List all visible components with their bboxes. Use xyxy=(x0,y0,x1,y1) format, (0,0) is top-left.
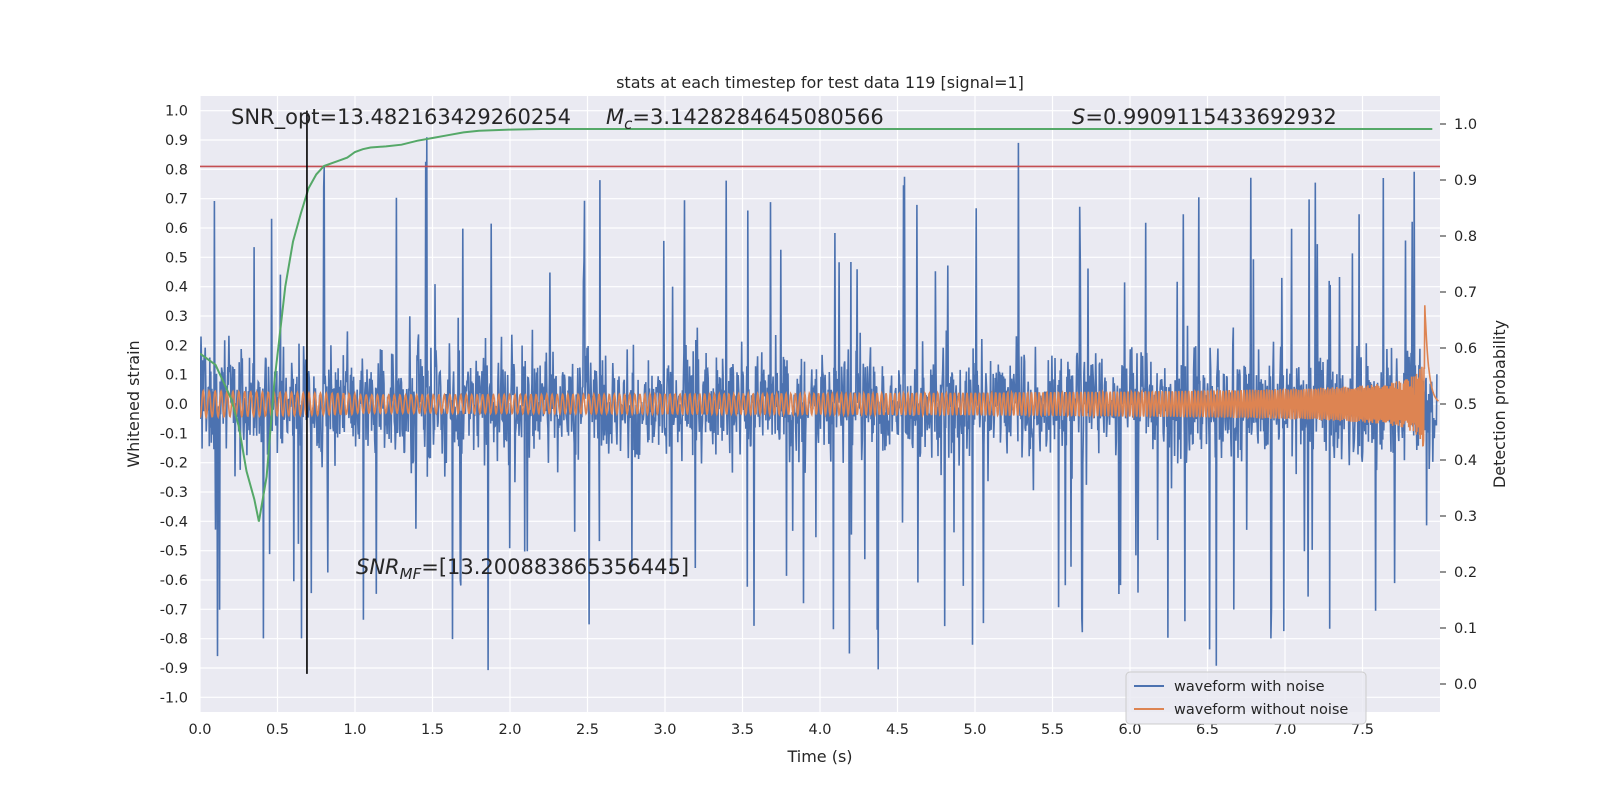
y-left-tick-label: 0.1 xyxy=(165,368,188,384)
annotation-snr-mf: SNRMF=[13.200883865356445] xyxy=(356,555,689,583)
y-right-tick-label: 0.2 xyxy=(1454,565,1477,581)
x-tick-label: 1.5 xyxy=(421,722,444,738)
annotation-chirp-mass: Mc=3.1428284645080566 xyxy=(606,105,884,133)
y-axis-left-ticks: 1.0 0.9 0.8 0.7 0.6 0.5 0.4 0.3 0.2 0.1 0.0 -0.1 -0.… xyxy=(160,104,188,707)
y-left-tick-label: 0.4 xyxy=(165,280,188,296)
y-left-tick-label: 1.0 xyxy=(165,104,188,120)
y-axis-left-label: Whitened strain xyxy=(124,340,143,467)
legend-label-noise: waveform with noise xyxy=(1174,679,1325,695)
y-right-tick-label: 0.4 xyxy=(1454,453,1477,469)
y-right-tick-label: 0.6 xyxy=(1454,341,1477,357)
x-tick-label: 7.0 xyxy=(1273,722,1296,738)
y-left-tick-label: 0.6 xyxy=(165,221,188,237)
legend-box xyxy=(1125,671,1367,725)
x-axis-ticks: 0.0 0.5 1.0 1.5 2.0 2.5 3.0 3.5 4.0 4.5 5.0 5.5 6.0 6… xyxy=(188,722,1374,738)
legend-label-clean: waveform without noise xyxy=(1174,702,1348,718)
x-tick-label: 2.5 xyxy=(576,722,599,738)
y-left-tick-label: -1.0 xyxy=(160,690,188,706)
y-left-tick-label: -0.9 xyxy=(160,661,188,677)
x-tick-label: 3.0 xyxy=(653,722,676,738)
noise-waveform-line xyxy=(200,137,1438,671)
y-axis-right-ticks: 1.0 0.9 0.8 0.7 0.6 0.5 0.4 0.3 0.2 0.1 0.0 xyxy=(1440,117,1477,693)
x-tick-label: 4.0 xyxy=(808,722,831,738)
annotation-chirp-mass-value: =3.1428284645080566 xyxy=(632,105,883,129)
x-tick-label: 4.5 xyxy=(886,722,909,738)
y-left-tick-label: 0.7 xyxy=(165,192,188,208)
annotation-snr-mf-subscript: MF xyxy=(400,565,422,583)
x-tick-label: 7.5 xyxy=(1351,722,1374,738)
y-left-tick-label: 0.2 xyxy=(165,338,188,354)
y-right-tick-label: 1.0 xyxy=(1454,117,1477,133)
clean-waveform-line xyxy=(200,305,1439,447)
x-tick-label: 6.0 xyxy=(1118,722,1141,738)
annotation-s-value: =0.9909115433692932 xyxy=(1085,105,1336,129)
y-right-tick-label: 0.1 xyxy=(1454,621,1477,637)
y-right-tick-label: 0.3 xyxy=(1454,509,1477,525)
legend: waveform with noise waveform without noi… xyxy=(1125,671,1367,725)
y-right-tick-label: 0.9 xyxy=(1454,173,1477,189)
y-left-tick-label: -0.4 xyxy=(160,514,188,530)
y-left-tick-label: -0.6 xyxy=(160,573,188,589)
probability-line xyxy=(200,128,1433,522)
annotation-snr-mf-symbol: SNR xyxy=(356,555,400,579)
x-axis-label: Time (s) xyxy=(786,747,852,766)
y-left-tick-label: -0.1 xyxy=(160,426,188,442)
series-waveform-without-noise xyxy=(200,305,1439,447)
y-right-tick-label: 0.7 xyxy=(1454,285,1477,301)
chart-title: stats at each timestep for test data 119… xyxy=(616,73,1024,92)
annotation-s-symbol: S xyxy=(1072,105,1085,129)
annotation-snr-opt: SNR_opt=13.482163429260254 xyxy=(231,105,571,130)
y-axis-right-label: Detection probability xyxy=(1490,320,1509,488)
y-left-tick-label: 0.5 xyxy=(165,250,188,266)
y-right-tick-label: 0.0 xyxy=(1454,677,1477,693)
y-right-tick-label: 0.5 xyxy=(1454,397,1477,413)
series-waveform-with-noise xyxy=(200,137,1438,671)
x-tick-label: 3.5 xyxy=(731,722,754,738)
y-left-tick-label: 0.3 xyxy=(165,309,188,325)
x-tick-label: 1.0 xyxy=(343,722,366,738)
x-tick-label: 0.5 xyxy=(266,722,289,738)
x-tick-label: 5.0 xyxy=(963,722,986,738)
x-tick-label: 2.0 xyxy=(498,722,521,738)
x-tick-label: 0.0 xyxy=(188,722,211,738)
y-left-tick-label: -0.5 xyxy=(160,544,188,560)
x-tick-label: 6.5 xyxy=(1196,722,1219,738)
annotation-chirp-mass-symbol: M xyxy=(606,105,624,129)
y-left-tick-label: -0.7 xyxy=(160,602,188,618)
y-left-tick-label: -0.8 xyxy=(160,632,188,648)
annotation-snr-mf-value: =[13.200883865356445] xyxy=(421,555,689,579)
series-detection-probability xyxy=(200,128,1433,522)
y-left-tick-label: -0.2 xyxy=(160,456,188,472)
annotation-s: S=0.9909115433692932 xyxy=(1072,105,1337,129)
y-right-tick-label: 0.8 xyxy=(1454,229,1477,245)
y-left-tick-label: -0.3 xyxy=(160,485,188,501)
y-left-tick-label: 0.9 xyxy=(165,133,188,149)
annotation-chirp-mass-subscript: c xyxy=(624,115,633,133)
plot-area xyxy=(200,110,1440,674)
y-left-tick-label: 0.8 xyxy=(165,162,188,178)
x-tick-label: 5.5 xyxy=(1041,722,1064,738)
y-left-tick-label: 0.0 xyxy=(165,397,188,413)
